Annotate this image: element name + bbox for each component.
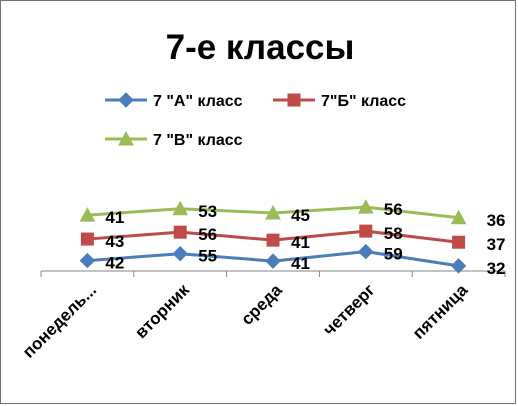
data-label: 59 (384, 245, 403, 264)
data-label: 43 (105, 232, 124, 251)
data-point (357, 199, 374, 214)
data-label: 53 (198, 202, 217, 221)
data-point (172, 245, 188, 262)
data-point (172, 200, 189, 216)
data-point (265, 253, 281, 269)
legend-label: 7 "В" класс (153, 132, 243, 149)
x-tick-label: четверг (320, 280, 379, 339)
legend-label: 7"Б" класс (321, 93, 406, 110)
data-point (452, 235, 466, 249)
legend-marker (118, 130, 134, 146)
legend-marker (287, 93, 301, 107)
x-tick-label: пятница (409, 280, 472, 343)
data-point (358, 243, 374, 260)
x-tick-label: вторник (131, 280, 193, 342)
data-label: 56 (198, 225, 217, 244)
data-point (265, 204, 281, 220)
legend: 7 "А" класс 7"Б" класс 7 "В" класс (105, 92, 406, 149)
data-point (79, 252, 96, 269)
legend-item: 7 "А" класс (105, 92, 243, 110)
data-point (79, 207, 96, 222)
data-label: 58 (384, 224, 403, 243)
data-label: 41 (105, 208, 124, 227)
chart-title: 7-е классы (166, 28, 355, 67)
data-label: 41 (291, 233, 310, 252)
data-label: 42 (105, 254, 124, 273)
data-label: 56 (384, 200, 403, 219)
legend-item: 7 "В" класс (105, 130, 243, 149)
legend-item: 7"Б" класс (273, 93, 406, 110)
data-label: 37 (487, 235, 506, 254)
data-label: 41 (291, 254, 310, 273)
legend-label: 7 "А" класс (153, 93, 243, 110)
data-label: 36 (487, 211, 506, 230)
data-label: 55 (198, 247, 217, 266)
data-point (359, 224, 373, 238)
data-point (80, 232, 94, 246)
plot-area: понедель... вторник среда четверг пятница 42 5… (19, 199, 506, 362)
data-point (173, 225, 187, 239)
data-point (266, 233, 280, 247)
data-point (450, 209, 467, 225)
data-label: 45 (291, 206, 310, 225)
legend-marker (118, 92, 134, 108)
data-point (450, 258, 467, 274)
data-label: 32 (487, 259, 506, 278)
x-tick-label: среда (237, 280, 286, 329)
x-tick-label: понедель... (19, 280, 100, 361)
